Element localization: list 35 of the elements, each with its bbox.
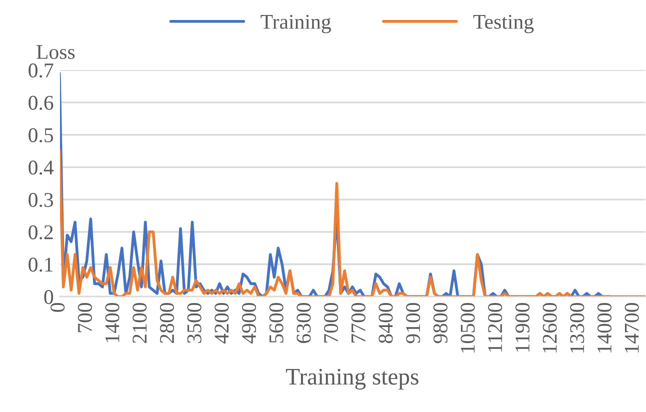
y-tick-label: 0 xyxy=(44,290,54,304)
y-tick-label: 0.5 xyxy=(28,128,54,142)
x-tick-label: 2800 xyxy=(160,302,174,343)
x-tick-label: 2100 xyxy=(132,302,147,343)
y-tick-label: 0.4 xyxy=(28,160,54,175)
x-tick-label: 0 xyxy=(50,302,65,312)
x-tick-label: 7700 xyxy=(351,302,366,342)
x-tick-label: 8400 xyxy=(378,302,393,344)
x-tick-label: 12600 xyxy=(542,302,557,352)
x-axis-title: Training steps xyxy=(286,368,418,390)
legend-label: Testing xyxy=(473,14,534,34)
x-tick-label: 9100 xyxy=(406,302,420,344)
x-tick-label: 4900 xyxy=(242,302,256,344)
legend-label: Training xyxy=(260,14,331,34)
y-tick-label: 0.7 xyxy=(28,63,54,78)
line-series xyxy=(59,150,646,297)
x-tick-label: 9800 xyxy=(433,302,448,344)
x-tick-label: 6300 xyxy=(296,302,311,343)
x-tick-label: 4200 xyxy=(214,302,229,344)
y-tick-label: 0.6 xyxy=(28,96,54,110)
x-tick-label: 700 xyxy=(78,302,92,332)
x-tick-label: 1400 xyxy=(105,302,120,342)
x-tick-label: 14000 xyxy=(597,302,612,352)
x-tick-label: 11200 xyxy=(488,302,502,352)
x-tick-label: 10500 xyxy=(460,302,475,352)
y-axis-title: Loss xyxy=(36,45,75,60)
y-tick-label: 0.3 xyxy=(28,192,54,208)
x-tick-label: 14700 xyxy=(624,302,639,352)
x-tick-label: 7000 xyxy=(324,302,338,342)
x-tick-label: 13300 xyxy=(570,302,584,352)
y-tick-label: 0.2 xyxy=(28,225,53,240)
x-tick-label: 5600 xyxy=(269,302,284,343)
x-tick-label: 11900 xyxy=(515,302,530,352)
x-tick-label: 3500 xyxy=(187,302,202,343)
y-tick-label: 0.1 xyxy=(28,258,53,272)
